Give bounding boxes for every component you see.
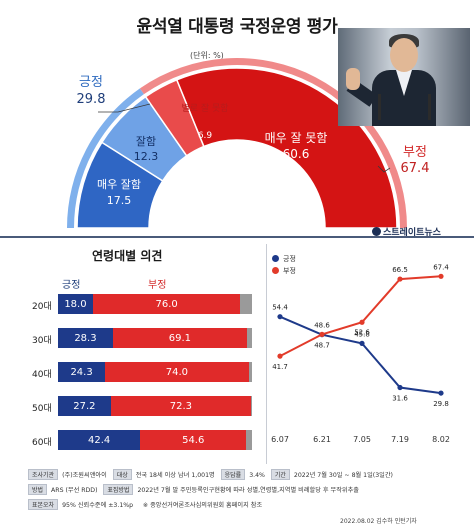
age-bar-row: 18.0 76.0 <box>58 294 252 314</box>
data-point <box>397 384 403 391</box>
data-label: 48.6 <box>314 322 330 330</box>
x-tick-label: 7.19 <box>391 435 409 444</box>
x-tick-label: 8.02 <box>432 435 450 444</box>
segment-value-very-bad: 60.6 <box>282 147 310 161</box>
x-tick-label: 6.21 <box>313 435 331 444</box>
gauge-positive-leader <box>98 103 151 113</box>
gauge-positive-label: 긍정 <box>79 75 103 90</box>
gauge-negative-label: 부정 <box>403 145 427 160</box>
data-label: 66.5 <box>392 266 408 274</box>
age-section-title: 연령대별 의견 <box>92 249 163 263</box>
page-title: 윤석열 대통령 국정운영 평가 <box>136 17 338 37</box>
age-bar-row: 28.3 69.1 <box>58 328 252 348</box>
data-point <box>438 273 444 279</box>
segment-label-very-bad: 매우 잘 못함 <box>264 131 328 145</box>
data-point <box>277 314 283 320</box>
bar-negative: 72.3 <box>110 396 252 416</box>
age-label: 50대 <box>32 404 52 414</box>
bar-negative: 74.0 <box>105 362 249 382</box>
bar-negative: 54.6 <box>140 430 247 450</box>
segment-label-bad: 별로 잘 못함 <box>181 104 229 114</box>
age-label: 40대 <box>32 370 52 380</box>
age-negative-header: 부정 <box>148 280 167 291</box>
line-negative <box>279 275 442 358</box>
data-label: 48.7 <box>314 341 330 349</box>
x-tick-label: 7.05 <box>353 435 371 444</box>
segment-label-very-good: 매우 잘함 <box>97 178 141 191</box>
segment-value-very-good: 17.5 <box>106 194 132 207</box>
x-tick-label: 6.07 <box>271 435 289 444</box>
bar-undecided <box>240 294 252 314</box>
brand-logo: 스트레이트뉴스 <box>372 225 441 238</box>
age-bar-row: 27.2 72.3 <box>58 396 252 416</box>
president-photo <box>338 28 470 126</box>
age-bar-row: 42.4 54.6 <box>58 430 252 450</box>
age-label: 60대 <box>32 438 52 448</box>
age-label: 30대 <box>32 336 52 346</box>
bar-undecided <box>246 430 252 450</box>
bar-positive: 27.2 <box>58 396 111 416</box>
bar-negative: 69.1 <box>112 328 247 348</box>
data-point <box>359 340 365 346</box>
gauge-negative-leader <box>377 165 391 173</box>
legend-positive: 긍정 <box>272 254 296 264</box>
data-label: 52.6 <box>354 328 370 336</box>
footer-credit: 2022.08.02 김수하 인턴기자 <box>340 518 417 525</box>
data-point <box>319 332 325 338</box>
legend-negative: 부정 <box>272 266 296 276</box>
gauge-negative-value: 67.4 <box>400 161 430 176</box>
legend-negative-swatch <box>272 267 279 274</box>
footer-row-3: 표본오차 95% 신뢰수준에 ±3.1%p ※ 중앙선거여론조사심의위원회 홈페이… <box>28 499 262 510</box>
segment-label-good: 잘함 <box>135 135 157 148</box>
bar-undecided <box>246 328 252 348</box>
legend-positive-swatch <box>272 255 279 262</box>
data-point <box>438 390 444 396</box>
age-positive-header: 긍정 <box>62 280 81 291</box>
bar-undecided <box>251 396 252 416</box>
data-point <box>319 331 325 337</box>
panel-divider <box>266 244 267 466</box>
data-label: 67.4 <box>433 263 449 271</box>
footer-row-2: 방법 ARS (무선 RDD) 표집방법 2022년 7월 말 주민등록인구현황에 … <box>28 484 359 495</box>
age-bar-row: 24.3 74.0 <box>58 362 252 382</box>
bar-positive: 42.4 <box>58 430 141 450</box>
line-positive <box>279 315 442 395</box>
data-point <box>397 276 403 282</box>
segment-value-good: 12.3 <box>133 150 159 163</box>
data-point <box>277 353 283 359</box>
section-divider <box>0 236 474 238</box>
data-point <box>359 319 365 325</box>
gauge-positive-value: 29.8 <box>76 92 106 107</box>
data-label: 45.8 <box>354 330 370 338</box>
bar-undecided <box>248 362 252 382</box>
survey-footer: 조사기관 (주)조원씨앤아이 대상 전국 18세 이상 남녀 1,001명 응답률 3… <box>0 464 474 530</box>
segment-value-bad: 6.9 <box>197 131 213 141</box>
bar-negative: 76.0 <box>92 294 241 314</box>
unit-note: (단위: %) <box>190 51 224 60</box>
data-label: 31.6 <box>392 394 408 402</box>
bar-positive: 28.3 <box>58 328 113 348</box>
data-label: 41.7 <box>272 363 288 371</box>
bar-positive: 24.3 <box>58 362 106 382</box>
footer-row-1: 조사기관 (주)조원씨앤아이 대상 전국 18세 이상 남녀 1,001명 응답률 3… <box>28 469 393 480</box>
age-label: 20대 <box>32 302 52 312</box>
bar-positive: 18.0 <box>58 294 93 314</box>
data-label: 29.8 <box>433 400 449 408</box>
data-label: 54.4 <box>272 304 288 312</box>
gauge-positive-rim <box>67 88 144 229</box>
brand-dot-icon <box>372 227 381 236</box>
brand-name: 스트레이트뉴스 <box>383 228 441 238</box>
